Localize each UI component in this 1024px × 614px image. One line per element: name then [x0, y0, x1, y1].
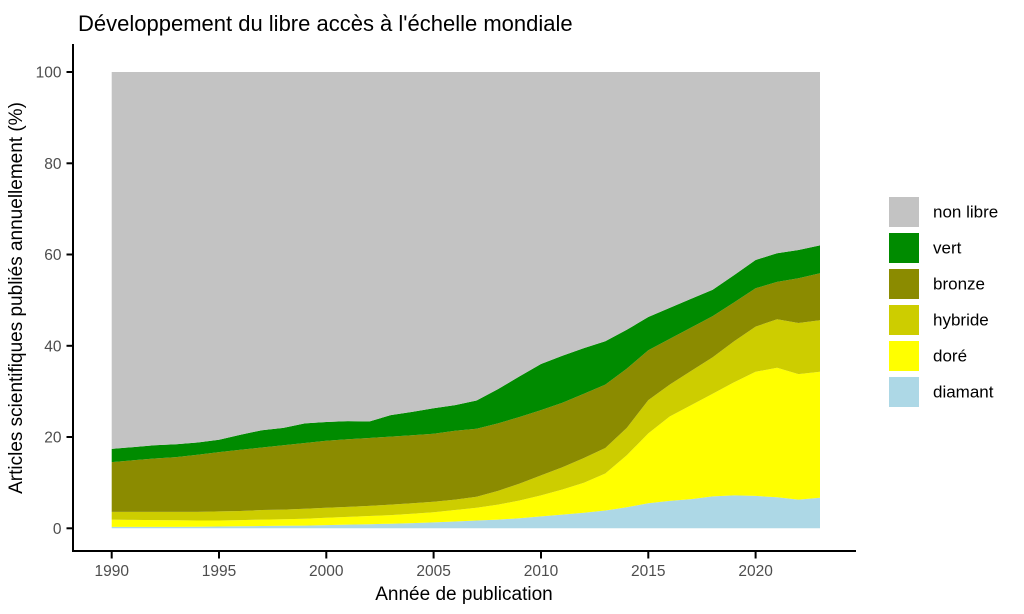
legend-label: hybride	[933, 311, 989, 330]
area-layers	[111, 72, 820, 529]
area-hybride	[111, 319, 820, 521]
y-tick-label: 60	[44, 247, 62, 264]
x-tick-label: 2000	[309, 563, 344, 580]
area-vert	[111, 245, 820, 463]
x-tick-label: 2015	[631, 563, 665, 580]
legend: non libre vert bronze hybride doré diamant	[889, 197, 998, 407]
legend-swatch-bronze	[889, 269, 919, 299]
legend-item: non libre	[889, 197, 998, 227]
chart-title: Développement du libre accès à l'échelle…	[78, 11, 573, 36]
x-tick-label: 1995	[202, 563, 236, 580]
area-non libre	[111, 72, 820, 449]
legend-swatch-non libre	[889, 197, 919, 227]
legend-swatch-doré	[889, 341, 919, 371]
legend-label: diamant	[933, 383, 994, 402]
legend-label: non libre	[933, 203, 998, 222]
legend-item: diamant	[889, 377, 994, 407]
y-tick-label: 40	[44, 338, 62, 355]
area-doré	[111, 367, 820, 527]
area-bronze	[111, 273, 820, 512]
y-tick-label: 80	[44, 156, 62, 173]
x-tick-label: 1990	[94, 563, 129, 580]
x-tick-label: 2005	[416, 563, 450, 580]
legend-item: doré	[889, 341, 967, 371]
y-tick-label: 20	[44, 430, 62, 447]
legend-swatch-hybride	[889, 305, 919, 335]
legend-label: doré	[933, 347, 967, 366]
legend-label: vert	[933, 239, 962, 258]
x-tick-label: 2020	[738, 563, 773, 580]
legend-swatch-vert	[889, 233, 919, 263]
legend-swatch-diamant	[889, 377, 919, 407]
y-axis-title: Articles scientifiques publiés annuellem…	[6, 102, 27, 494]
legend-label: bronze	[933, 275, 985, 294]
x-axis-title: Année de publication	[375, 584, 552, 605]
y-tick-label: 0	[53, 521, 62, 538]
x-tick-label: 2010	[524, 563, 559, 580]
legend-item: bronze	[889, 269, 985, 299]
y-tick-label: 100	[36, 65, 62, 82]
legend-item: hybride	[889, 305, 989, 335]
x-ticks: 1990 1995 2000 2005 2010 2015 2020	[94, 551, 773, 580]
y-ticks: 0 20 40 60 80 100	[36, 65, 73, 538]
legend-item: vert	[889, 233, 962, 263]
area-diamant	[111, 495, 820, 529]
